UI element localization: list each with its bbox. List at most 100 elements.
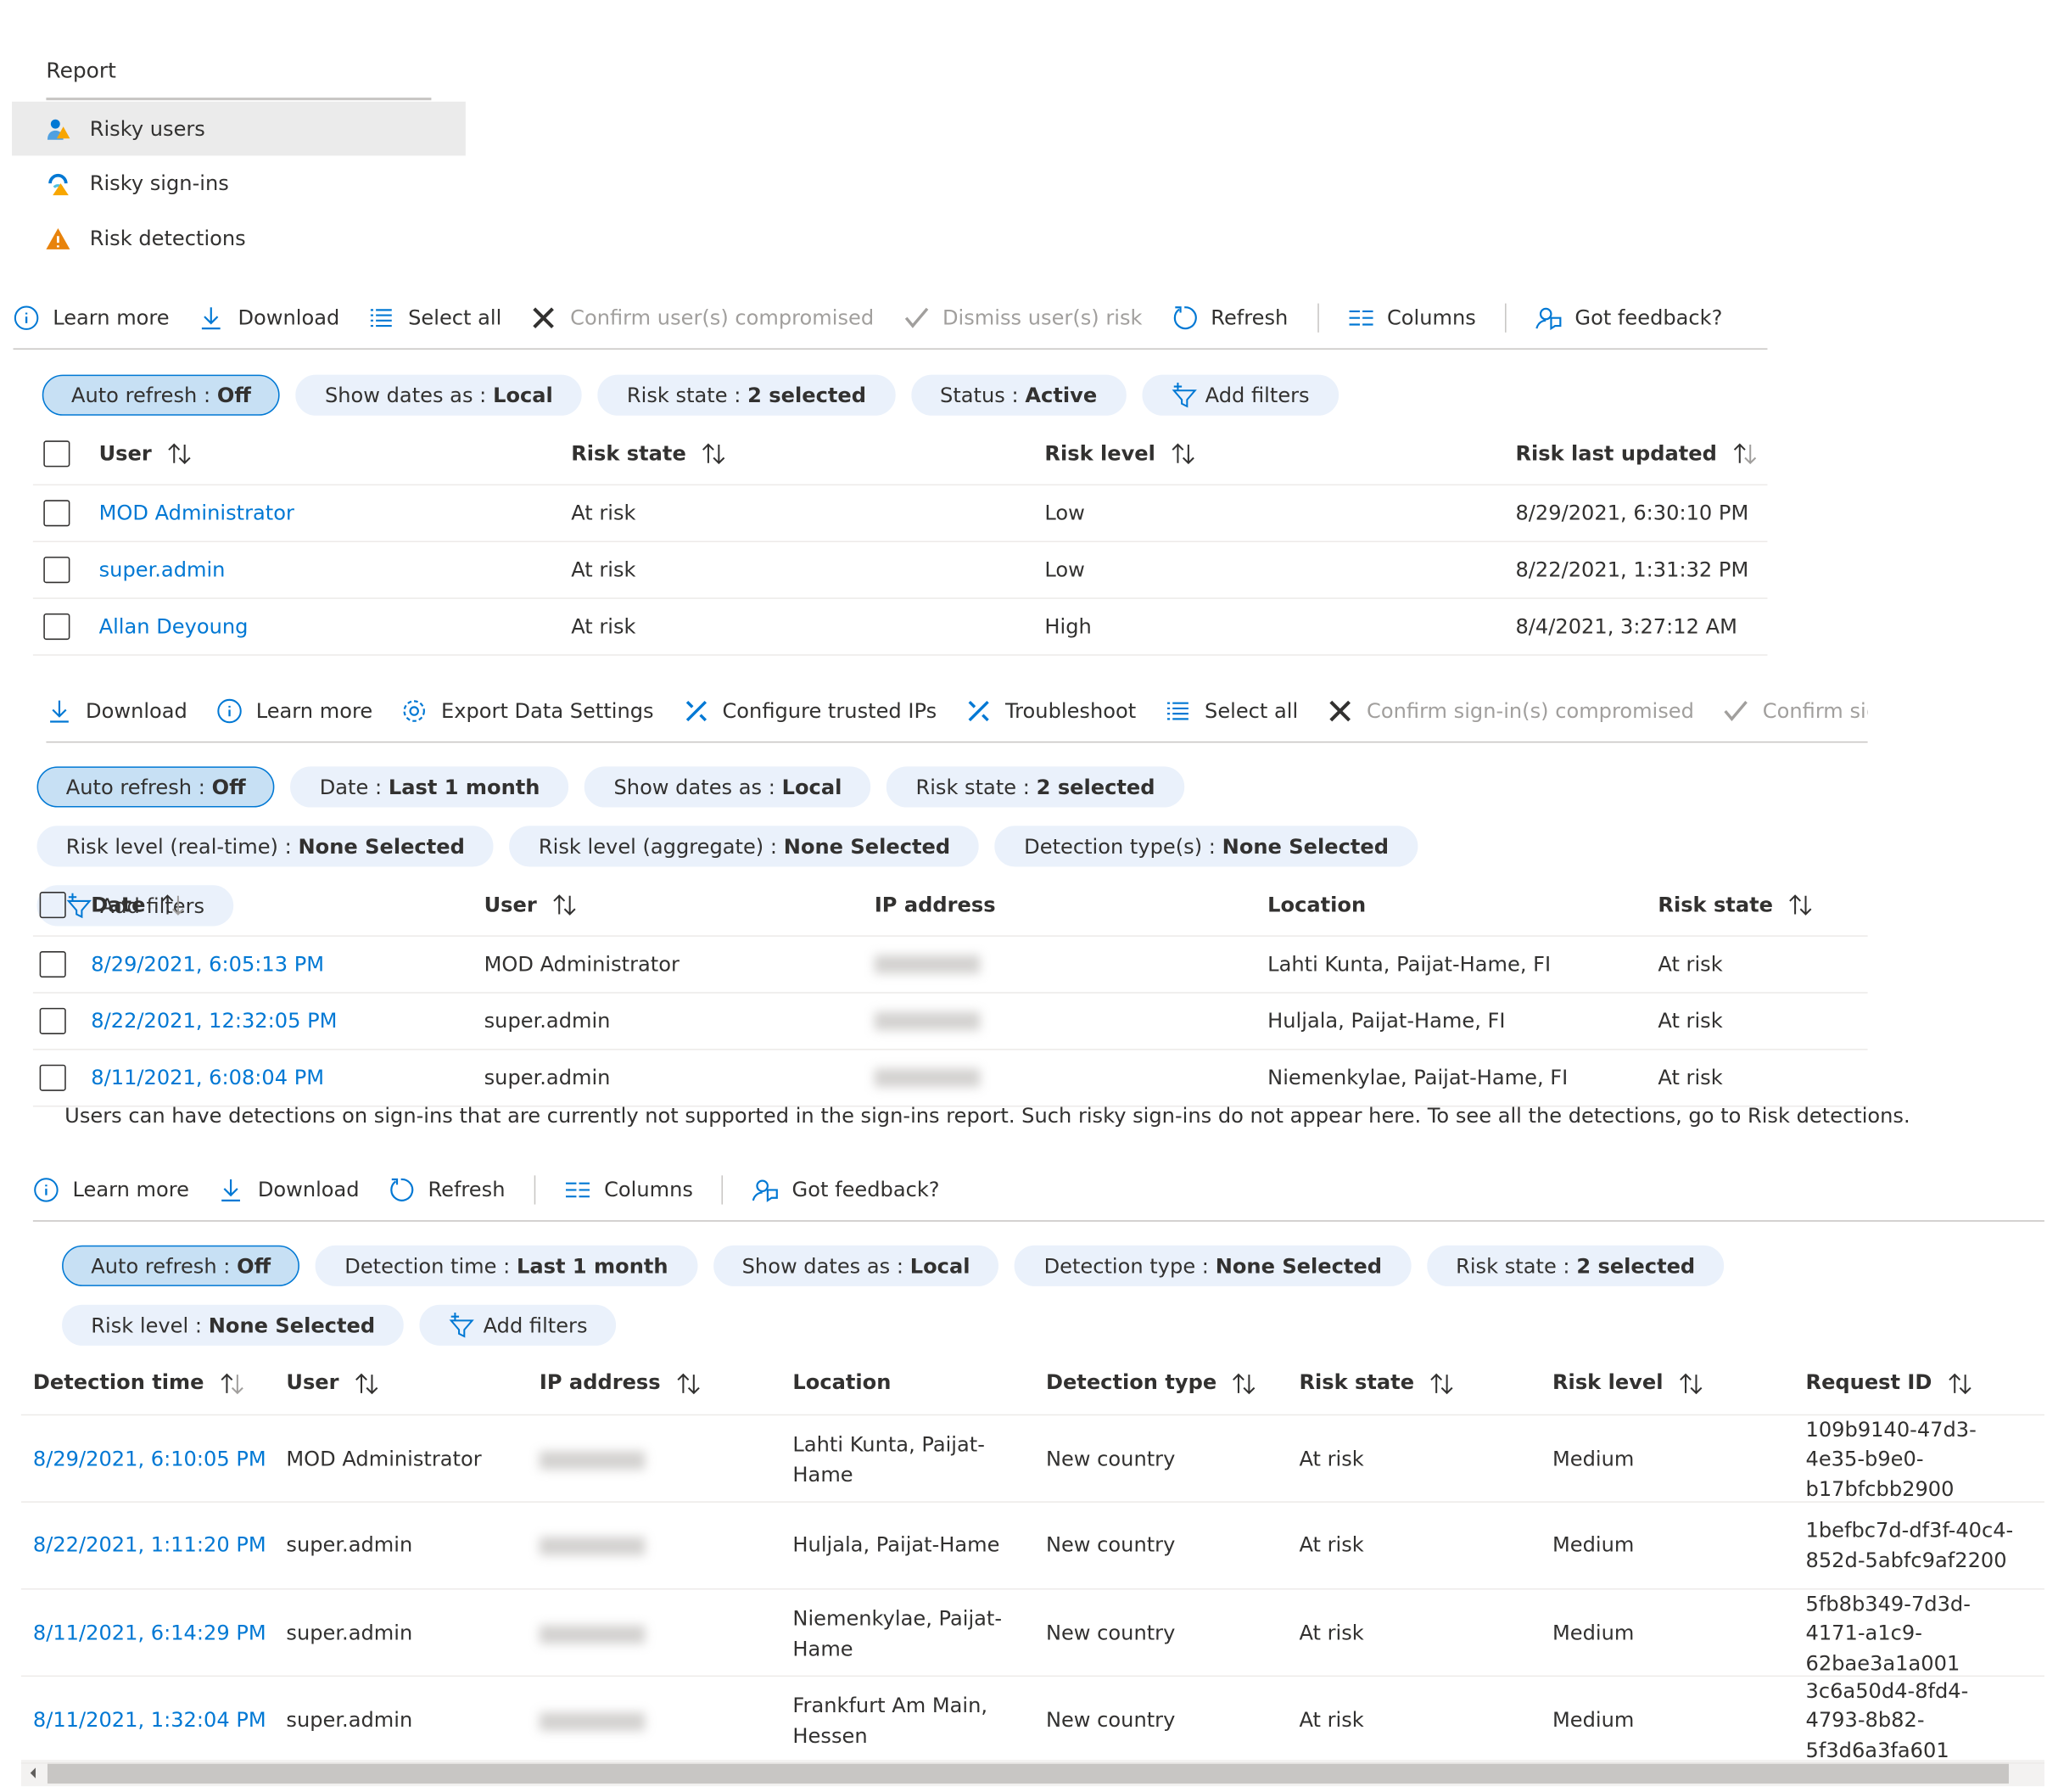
icon <box>355 1372 378 1394</box>
toolbar-button[interactable]: Got feedback? <box>752 1177 940 1203</box>
toolbar-button: Confirm user(s) compromised <box>531 305 874 331</box>
row-link[interactable]: 8/22/2021, 12:32:05 PM <box>91 1009 338 1033</box>
filter-pill[interactable]: Risk state :2 selected <box>597 374 896 416</box>
toolbar-button[interactable]: Refresh <box>389 1177 506 1203</box>
row-link[interactable]: MOD Administrator <box>98 501 294 525</box>
filter-pill[interactable]: Risk state :2 selected <box>1426 1245 1725 1286</box>
column-header[interactable]: Risk state <box>571 439 1044 468</box>
row-link[interactable]: Allan Deyoung <box>98 614 249 639</box>
column-header[interactable]: Risk state <box>1658 890 1874 920</box>
column-header[interactable]: User <box>286 1369 540 1398</box>
table-cell: super.admin <box>286 1619 540 1649</box>
row-link[interactable]: 8/11/2021, 1:32:04 PM <box>32 1709 266 1733</box>
nav-item[interactable]: Risk detections <box>12 211 466 266</box>
redacted-ip <box>874 955 981 974</box>
cell-text: New country <box>1045 1709 1176 1733</box>
toolbar-label: Refresh <box>428 1178 506 1202</box>
toolbar-button[interactable]: Configure trusted IPs <box>683 697 937 724</box>
filter-pill[interactable]: Show dates as : Local <box>584 766 871 808</box>
toolbar-label: Dismiss user(s) risk <box>942 305 1143 330</box>
column-header[interactable]: User <box>484 890 875 920</box>
nav-item[interactable]: Risky users <box>11 101 466 156</box>
checkbox[interactable] <box>39 892 66 919</box>
column-header[interactable]: Risk last updated <box>1515 439 1777 468</box>
toolbar-button[interactable]: Download <box>218 1177 360 1203</box>
filter-pill[interactable]: Risk level : None Selected <box>62 1304 405 1346</box>
add-filters[interactable]: Add filters <box>36 885 234 927</box>
filter-pill[interactable]: Risk state :2 selected <box>886 766 1184 808</box>
nav-item[interactable]: Risky sign-ins <box>12 156 466 210</box>
toolbar-button[interactable]: Columns <box>1347 305 1476 331</box>
toolbar-button[interactable]: Got feedback? <box>1535 305 1722 331</box>
icon <box>533 307 555 329</box>
column-header[interactable]: IP address <box>540 1369 793 1398</box>
toolbar-button[interactable]: Learn more <box>14 305 170 331</box>
filter-pill[interactable]: Date : Last 1 month <box>290 766 569 808</box>
column-header[interactable]: User <box>99 439 572 468</box>
toolbar-button[interactable]: Download <box>199 305 339 331</box>
column-header[interactable]: Date <box>91 890 484 920</box>
column-label: Detection type <box>1045 1370 1217 1395</box>
toolbar-button[interactable]: Select all <box>1165 697 1298 724</box>
filter-pill[interactable]: Auto refresh : Off <box>62 1245 300 1286</box>
column-header: Location <box>792 1369 1046 1398</box>
checkbox[interactable] <box>43 440 70 468</box>
checkbox[interactable] <box>39 951 66 978</box>
column-header[interactable]: Risk level <box>1044 439 1515 468</box>
checkbox[interactable] <box>43 500 70 527</box>
toolbar-button: Confirm sign-in <box>1723 697 1868 724</box>
toolbar-button[interactable]: Export Data Settings <box>401 697 654 724</box>
icon <box>702 443 725 465</box>
toolbar-label: Columns <box>604 1178 693 1202</box>
column-header[interactable]: Request ID <box>1806 1369 2042 1398</box>
checkbox[interactable] <box>39 1007 66 1034</box>
column-header[interactable]: Detection time <box>33 1369 287 1398</box>
filter-label: Detection time : <box>344 1253 511 1278</box>
column-header[interactable]: Risk level <box>1552 1369 1806 1398</box>
checkbox[interactable] <box>39 1064 66 1091</box>
filter-pill[interactable]: Auto refresh : Off <box>42 374 281 416</box>
toolbar-label: Confirm sign-in <box>1762 699 1868 724</box>
filter-pill[interactable]: Risk level (real-time) : None Selected <box>36 826 495 867</box>
toolbar-button[interactable]: Refresh <box>1172 305 1288 331</box>
scroll-left-arrow[interactable] <box>26 1765 40 1781</box>
icon <box>566 1182 590 1198</box>
column-header[interactable]: Risk state <box>1299 1369 1552 1398</box>
row-link[interactable]: 8/11/2021, 6:08:04 PM <box>91 1065 325 1089</box>
row-link[interactable]: 8/22/2021, 1:11:20 PM <box>32 1533 266 1558</box>
filter-pill[interactable]: Detection time : Last 1 month <box>316 1245 697 1286</box>
row-link[interactable]: 8/29/2021, 6:10:05 PM <box>32 1448 266 1472</box>
table-cell: 109b9140-47d3-4e35-b9e0-b17bfcbb2900 <box>1806 1415 2042 1504</box>
toolbar-button[interactable]: Learn more <box>33 1177 189 1203</box>
icon <box>1430 1372 1453 1394</box>
checkbox[interactable] <box>43 557 70 584</box>
table-cell: MOD Administrator <box>99 498 572 528</box>
toolbar-button[interactable]: Select all <box>368 305 501 331</box>
toolbar-button[interactable]: Learn more <box>216 697 372 724</box>
scroll-thumb[interactable] <box>47 1762 2009 1784</box>
filter-pill[interactable]: Status : Active <box>910 374 1127 416</box>
row-link[interactable]: super.admin <box>98 557 226 582</box>
toolbar-button[interactable]: Columns <box>564 1177 693 1203</box>
checkbox[interactable] <box>43 613 70 641</box>
icon <box>221 1179 241 1201</box>
filter-pill[interactable]: Detection type : None Selected <box>1015 1245 1412 1286</box>
divider <box>46 98 432 101</box>
row-link[interactable]: 8/11/2021, 6:14:29 PM <box>32 1621 266 1646</box>
table-cell: Frankfurt Am Main, Hessen <box>792 1692 1046 1751</box>
add-filters[interactable]: Add filters <box>419 1304 617 1346</box>
filter-pill[interactable]: Auto refresh : Off <box>36 766 275 808</box>
row-link[interactable]: 8/29/2021, 6:05:13 PM <box>91 952 325 977</box>
toolbar-button[interactable]: Download <box>46 697 187 724</box>
cell-text: At risk <box>1299 1709 1364 1733</box>
column-label: IP address <box>539 1370 661 1395</box>
filter-pill[interactable]: Show dates as : Local <box>713 1245 999 1286</box>
table-cell: At risk <box>1658 949 1874 979</box>
filter-pill[interactable]: Risk level (aggregate) : None Selected <box>509 826 980 867</box>
toolbar-button[interactable]: Troubleshoot <box>965 697 1136 724</box>
filter-pill[interactable]: Detection type(s) : None Selected <box>994 826 1418 867</box>
add-filters[interactable]: Add filters <box>1142 374 1339 416</box>
column-header[interactable]: Detection type <box>1046 1369 1300 1398</box>
filter-pill[interactable]: Show dates as : Local <box>295 374 583 416</box>
icon <box>968 700 989 722</box>
